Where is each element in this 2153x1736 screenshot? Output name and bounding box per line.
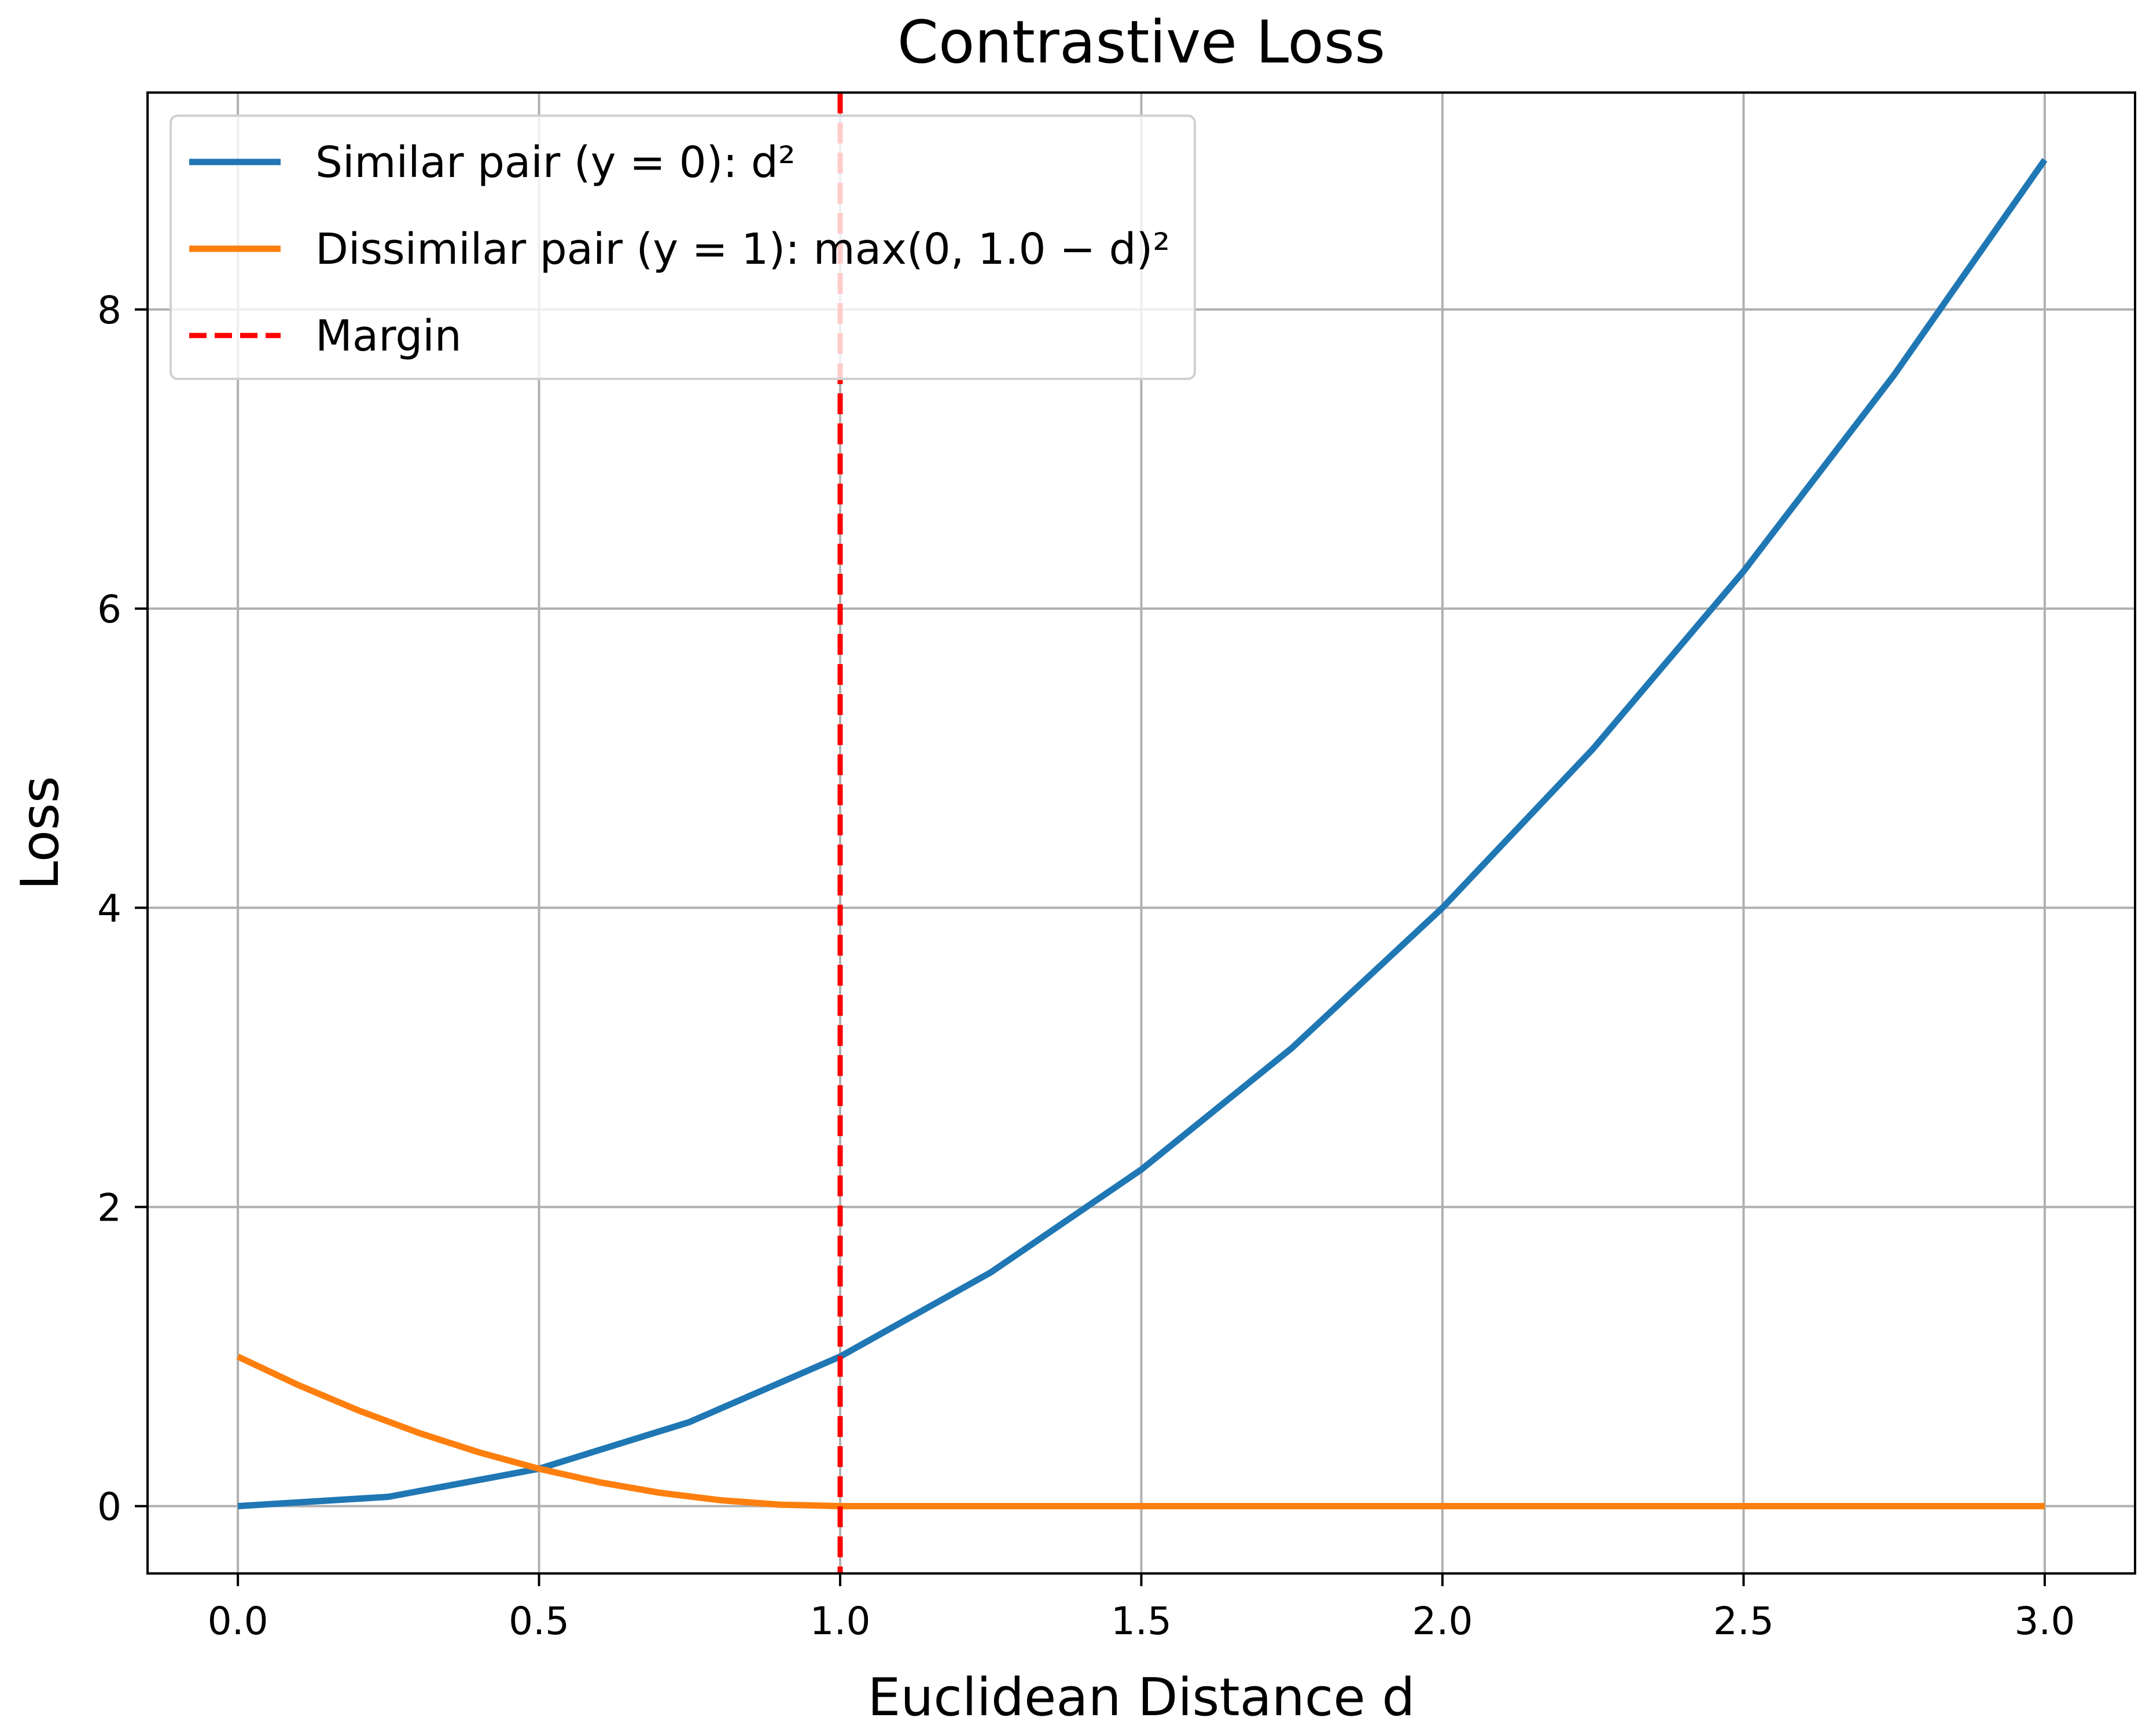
x-tick-label-2: 1.0 <box>810 1599 871 1643</box>
x-tick-label-4: 2.0 <box>1412 1599 1473 1643</box>
x-axis-label: Euclidean Distance d <box>868 1667 1415 1728</box>
chart-title: Contrastive Loss <box>897 8 1385 77</box>
legend-label-2: Margin <box>315 311 462 361</box>
x-tick-label-5: 2.5 <box>1713 1599 1774 1643</box>
legend-box <box>170 115 1196 380</box>
legend: Similar pair (y = 0): d² Dissimilar pair … <box>170 115 1196 380</box>
y-tick-label-1: 2 <box>97 1185 122 1230</box>
y-axis-label: Loss <box>10 776 71 890</box>
series-line-1 <box>236 1354 2045 1510</box>
y-tick-label-0: 0 <box>97 1485 122 1529</box>
y-tick-label-4: 8 <box>97 288 122 333</box>
x-tick-label-6: 3.0 <box>2014 1599 2075 1643</box>
x-tick-label-3: 1.5 <box>1111 1599 1172 1643</box>
y-tick-label-3: 6 <box>97 587 122 632</box>
legend-label-0: Similar pair (y = 0): d² <box>315 138 796 187</box>
x-tick-label-0: 0.0 <box>208 1599 268 1643</box>
axis-ticks: 0.0 0.5 1.0 1.5 2.0 2.5 3.0 0 2 4 6 8 <box>97 288 2075 1643</box>
x-tick-label-1: 0.5 <box>509 1599 569 1643</box>
y-tick-label-2: 4 <box>97 886 122 931</box>
legend-label-1: Dissimilar pair (y = 1): max(0, 1.0 − d)… <box>315 224 1170 274</box>
